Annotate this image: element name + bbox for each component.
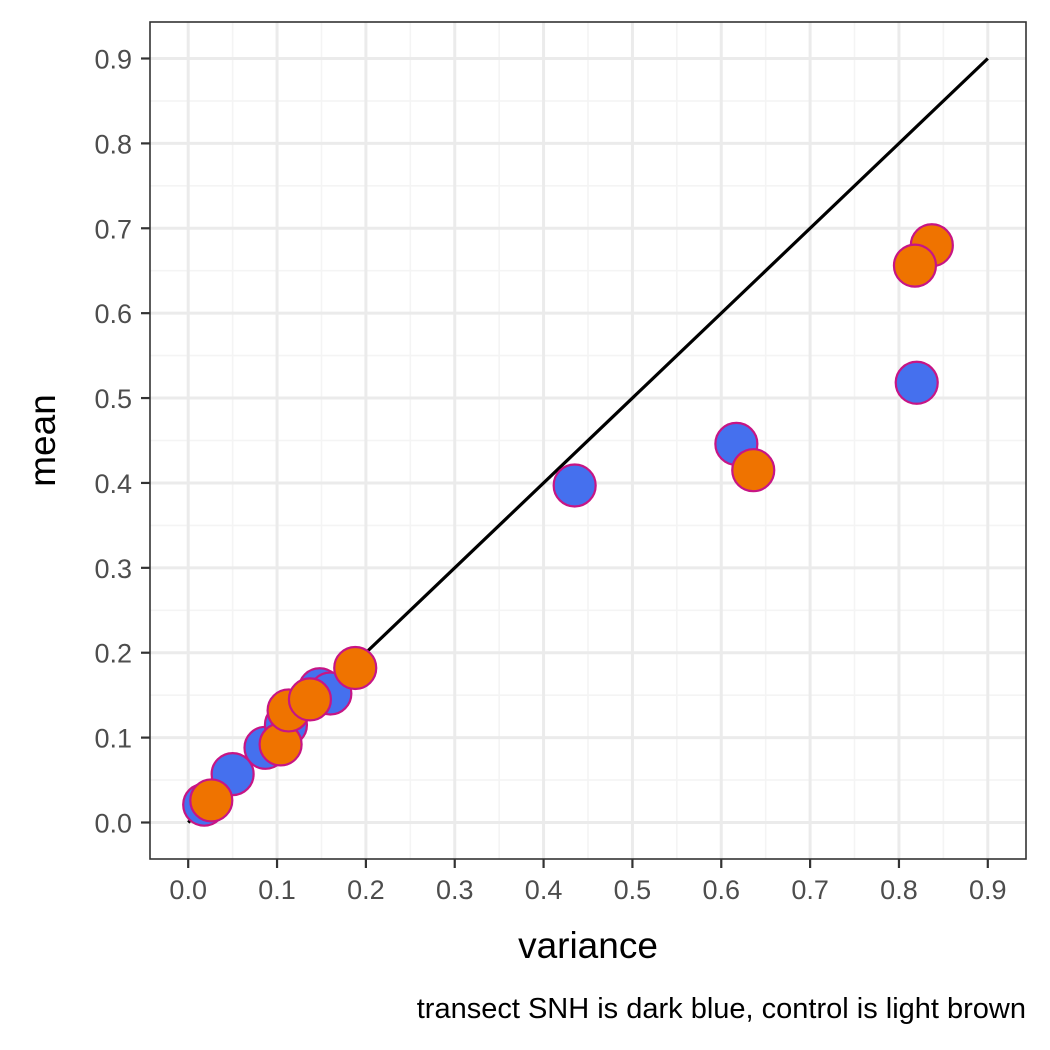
y-tick-label: 0.1 (94, 724, 132, 754)
x-tick-label: 0.0 (169, 875, 207, 905)
y-axis: 0.0 0.1 0.2 0.3 0.4 0.5 0.6 0.7 0.8 0.9 (94, 45, 150, 838)
minor-gridlines (150, 22, 1026, 859)
data-points (182, 223, 954, 827)
y-tick-label: 0.6 (94, 299, 132, 329)
control-data-point (287, 677, 333, 722)
y-tick-label: 0.4 (94, 469, 132, 499)
x-tick-label: 0.8 (880, 875, 918, 905)
x-axis: 0.0 0.1 0.2 0.3 0.4 0.5 0.6 0.7 0.8 0.9 (169, 859, 1007, 905)
y-axis-title: mean (22, 394, 63, 487)
x-tick-label: 0.2 (347, 875, 385, 905)
y-tick-label: 0.0 (94, 808, 132, 838)
x-tick-label: 0.3 (436, 875, 474, 905)
control-data-point (333, 645, 378, 691)
y-tick-label: 0.7 (94, 214, 132, 244)
plot-panel-border (149, 21, 1027, 860)
x-tick-label: 0.7 (791, 875, 829, 905)
snh-data-point (894, 360, 939, 405)
x-tick-label: 0.5 (614, 875, 652, 905)
x-tick-label: 0.9 (969, 875, 1007, 905)
control-data-point (189, 778, 234, 823)
chart-caption: transect SNH is dark blue, control is li… (417, 993, 1026, 1025)
y-tick-label: 0.3 (94, 554, 132, 584)
y-tick-label: 0.8 (94, 129, 132, 159)
y-tick-label: 0.9 (94, 45, 132, 75)
x-tick-label: 0.1 (258, 875, 296, 905)
x-tick-label: 0.6 (702, 875, 740, 905)
x-tick-label: 0.4 (525, 875, 563, 905)
y-tick-label: 0.2 (94, 639, 132, 669)
control-data-point (731, 448, 776, 493)
control-data-point (892, 243, 938, 288)
snh-data-point (552, 463, 597, 508)
y-tick-label: 0.5 (94, 384, 132, 414)
x-axis-title: variance (518, 925, 658, 966)
